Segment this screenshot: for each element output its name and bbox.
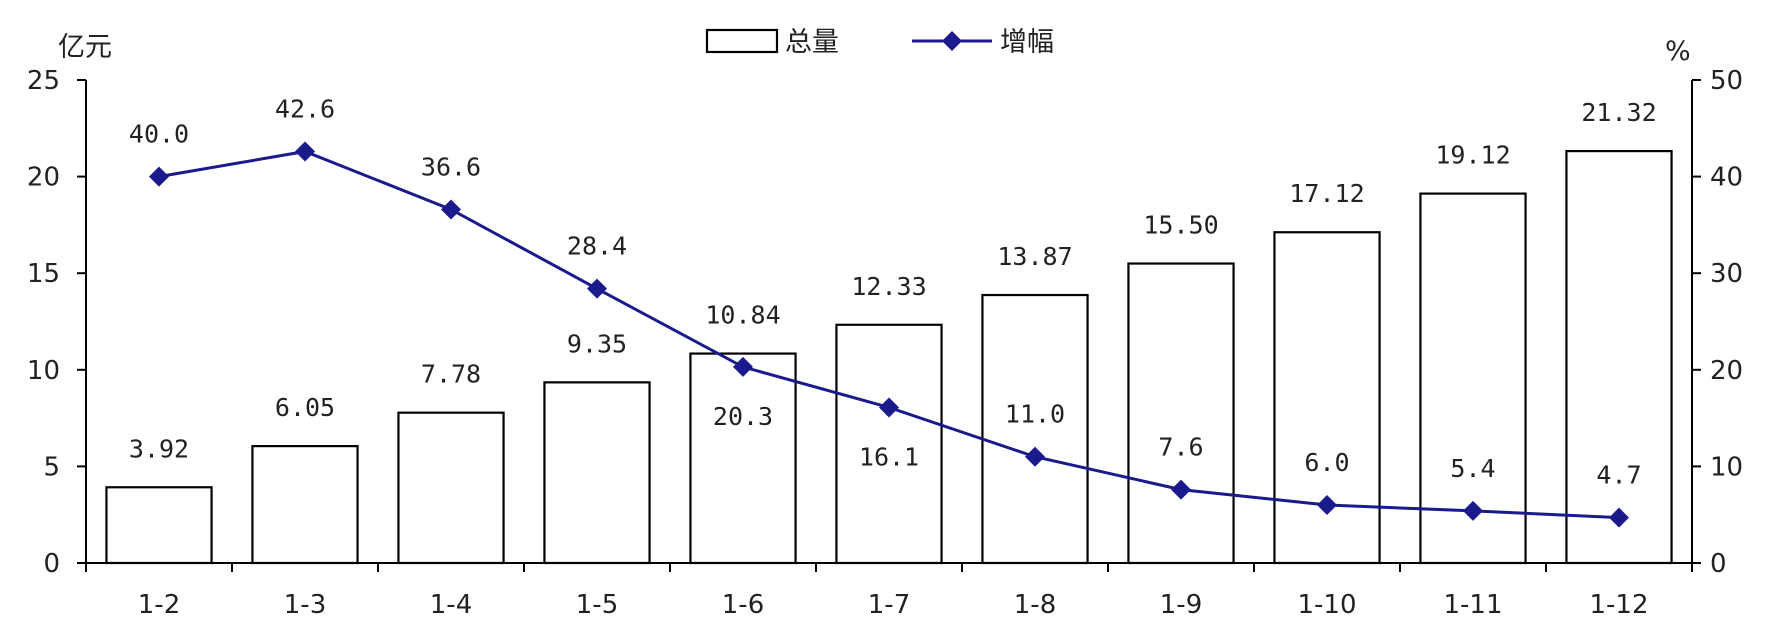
bar — [251, 445, 359, 565]
growth-data-label: 28.4 — [567, 232, 627, 261]
bar-data-label: 3.92 — [129, 434, 189, 463]
legend-label-bar: 总量 — [785, 27, 839, 58]
right-tick-label: 50 — [1710, 66, 1743, 96]
x-tick-label: 1-4 — [430, 590, 472, 620]
axes: 0 5 10 15 20 25 0 10 20 30 40 50 1-2 1-3 1-4 1-5 1-6 1-7 1… — [27, 66, 1743, 620]
bar-data-label: 19.12 — [1435, 141, 1510, 170]
legend-label-line: 增幅 — [1000, 27, 1054, 58]
right-tick-label: 20 — [1710, 356, 1743, 386]
bar — [835, 323, 943, 565]
bar — [1565, 149, 1673, 565]
bar-data-label: 12.33 — [851, 272, 926, 301]
growth-data-label: 36.6 — [421, 152, 481, 181]
bar-data-label: 13.87 — [997, 242, 1072, 271]
growth-line-layer — [149, 141, 1629, 528]
x-tick-label: 1-3 — [284, 590, 326, 620]
bar — [397, 411, 505, 565]
x-tick-label: 1-8 — [1014, 590, 1056, 620]
x-tick-label: 1-2 — [138, 590, 180, 620]
growth-data-label: 20.3 — [713, 402, 773, 431]
bar — [105, 486, 213, 565]
bar-data-label: 9.35 — [567, 329, 627, 358]
line-labels: 40.0 42.6 36.6 28.4 20.3 16.1 11.0 7.6 6.0 5.4 4.7 — [129, 94, 1642, 489]
legend-swatch-marker — [942, 31, 962, 51]
growth-marker — [295, 141, 315, 162]
bar — [689, 352, 797, 565]
growth-marker — [587, 278, 607, 299]
x-tick-label: 1-7 — [868, 590, 910, 620]
growth-marker — [441, 199, 461, 220]
right-tick-label: 0 — [1710, 549, 1727, 579]
left-tick-label: 20 — [27, 163, 60, 193]
right-tick-label: 30 — [1710, 259, 1743, 289]
bar — [543, 381, 651, 565]
x-tick-label: 1-12 — [1589, 590, 1648, 620]
x-tick-label: 1-5 — [576, 590, 618, 620]
growth-data-label: 5.4 — [1450, 454, 1495, 483]
bar-data-label: 6.05 — [275, 393, 335, 422]
x-tick-label: 1-6 — [722, 590, 764, 620]
bar-data-label: 10.84 — [705, 301, 780, 330]
bar-data-label: 21.32 — [1581, 98, 1656, 127]
bar-data-label: 7.78 — [421, 360, 481, 389]
bars — [105, 149, 1673, 565]
bar-data-label: 15.50 — [1143, 211, 1218, 240]
left-tick-label: 10 — [27, 356, 60, 386]
left-tick-label: 0 — [43, 549, 60, 579]
left-tick-label: 5 — [43, 452, 60, 482]
growth-data-label: 42.6 — [275, 94, 335, 123]
growth-marker — [1463, 500, 1483, 521]
right-axis-unit: % — [1665, 36, 1691, 67]
growth-marker — [1171, 479, 1191, 500]
growth-marker — [1609, 507, 1629, 528]
growth-marker — [879, 397, 899, 418]
right-tick-label: 40 — [1710, 163, 1743, 193]
growth-data-label: 40.0 — [129, 120, 189, 149]
bar-labels: 3.92 6.05 7.78 9.35 10.84 12.33 13.87 15.50 17.1… — [129, 98, 1657, 463]
growth-data-label: 16.1 — [859, 442, 919, 471]
growth-data-label: 11.0 — [1005, 400, 1065, 429]
legend-swatch-bar — [705, 28, 779, 54]
growth-data-label: 7.6 — [1158, 433, 1203, 462]
growth-marker — [149, 166, 169, 187]
growth-marker — [1025, 446, 1045, 467]
left-tick-label: 15 — [27, 259, 60, 289]
x-tick-label: 1-10 — [1297, 590, 1356, 620]
growth-data-label: 6.0 — [1304, 448, 1349, 477]
growth-marker — [733, 356, 753, 377]
growth-marker — [1317, 495, 1337, 516]
left-axis-unit: 亿元 — [58, 32, 112, 63]
legend: 总量 增幅 — [705, 27, 1054, 58]
left-tick-label: 25 — [27, 66, 60, 96]
growth-data-label: 4.7 — [1596, 461, 1641, 490]
bar — [981, 293, 1089, 565]
bar-data-label: 17.12 — [1289, 179, 1364, 208]
bar — [1127, 262, 1235, 565]
x-tick-label: 1-11 — [1443, 590, 1502, 620]
x-tick-label: 1-9 — [1160, 590, 1202, 620]
right-tick-label: 10 — [1710, 452, 1743, 482]
